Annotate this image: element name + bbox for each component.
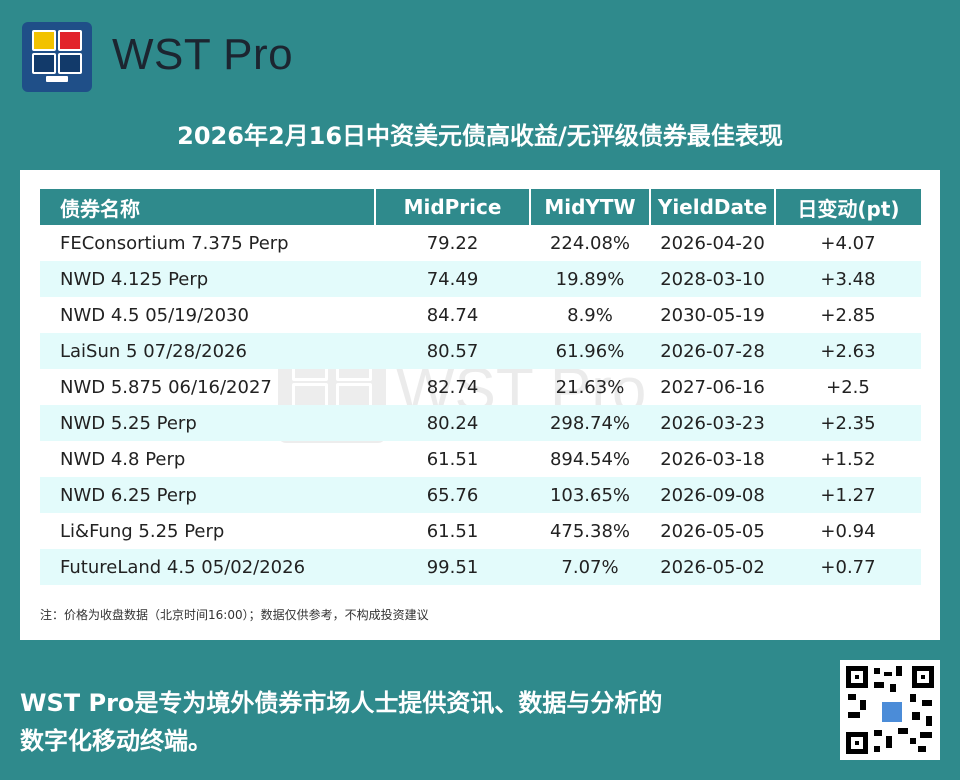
cell-mid-ytw: 224.08% xyxy=(549,232,631,254)
table-row: FEConsortium 7.375 Perp 79.22 224.08% 20… xyxy=(40,225,921,261)
cell-bond-name: Li&Fung 5.25 Perp xyxy=(60,520,225,542)
footer-description: WST Pro是专为境外债券市场人士提供资讯、数据与分析的 数字化移动终端。 xyxy=(20,684,800,760)
cell-mid-ytw: 475.38% xyxy=(549,520,631,542)
cell-bond-name: NWD 4.5 05/19/2030 xyxy=(60,304,249,326)
table-row: NWD 5.875 06/16/2027 82.74 21.63% 2027-0… xyxy=(40,369,921,405)
cell-mid-ytw: 103.65% xyxy=(530,477,650,513)
header-bond-name: 债券名称 xyxy=(40,189,376,225)
cell-bond-name: NWD 4.125 Perp xyxy=(40,261,375,297)
cell-daily-change: +2.63 xyxy=(775,333,921,369)
cell-mid-price: 80.24 xyxy=(375,405,530,441)
cell-daily-change: +0.94 xyxy=(820,520,876,542)
header-daily-change: 日变动(pt) xyxy=(775,189,921,225)
footer-line-2: 数字化移动终端。 xyxy=(20,727,212,755)
qr-code-icon[interactable] xyxy=(840,660,940,760)
cell-mid-price: 84.74 xyxy=(426,304,479,326)
cell-bond-name: FEConsortium 7.375 Perp xyxy=(60,232,289,254)
table-header-row: 债券名称 MidPrice MidYTW YieldDate 日变动(pt) xyxy=(40,189,921,225)
disclaimer-note: 注：价格为收盘数据（北京时间16:00）；数据仅供参考，不构成投资建议 xyxy=(40,608,429,622)
cell-bond-name: NWD 5.875 06/16/2027 xyxy=(60,376,272,398)
cell-mid-ytw: 7.07% xyxy=(530,549,650,585)
page-title: 2026年2月16日中资美元债高收益/无评级债券最佳表现 xyxy=(177,122,783,150)
table-row: Li&Fung 5.25 Perp 61.51 475.38% 2026-05-… xyxy=(40,513,921,549)
cell-daily-change: +1.27 xyxy=(775,477,921,513)
table-row: FutureLand 4.5 05/02/2026 99.51 7.07% 20… xyxy=(40,549,921,585)
table-row: NWD 5.25 Perp 80.24 298.74% 2026-03-23 +… xyxy=(40,405,921,441)
header-yield-date: YieldDate xyxy=(650,189,776,225)
cell-yield-date: 2026-09-08 xyxy=(650,477,775,513)
cell-mid-price: 79.22 xyxy=(426,232,479,254)
cell-daily-change: +2.35 xyxy=(775,405,921,441)
cell-mid-price: 82.74 xyxy=(426,376,479,398)
cell-mid-ytw: 894.54% xyxy=(549,448,631,470)
cell-mid-ytw: 8.9% xyxy=(567,304,613,326)
data-panel: WST Pro 债券名称 MidPrice MidYTW YieldDate 日… xyxy=(20,170,940,640)
cell-mid-price: 65.76 xyxy=(375,477,530,513)
cell-bond-name: LaiSun 5 07/28/2026 xyxy=(40,333,375,369)
cell-daily-change: +2.5 xyxy=(826,376,870,398)
bond-table: 债券名称 MidPrice MidYTW YieldDate 日变动(pt) F… xyxy=(40,189,921,585)
cell-mid-price: 80.57 xyxy=(375,333,530,369)
cell-bond-name: NWD 5.25 Perp xyxy=(40,405,375,441)
cell-yield-date: 2026-04-20 xyxy=(660,232,765,254)
cell-mid-ytw: 21.63% xyxy=(555,376,625,398)
header-mid-ytw: MidYTW xyxy=(530,189,651,225)
cell-yield-date: 2026-07-28 xyxy=(650,333,775,369)
cell-bond-name: FutureLand 4.5 05/02/2026 xyxy=(40,549,375,585)
cell-yield-date: 2026-05-05 xyxy=(660,520,765,542)
cell-mid-ytw: 61.96% xyxy=(530,333,650,369)
table-row: NWD 4.8 Perp 61.51 894.54% 2026-03-18 +1… xyxy=(40,441,921,477)
brand-logo-icon xyxy=(22,22,92,92)
cell-mid-ytw: 298.74% xyxy=(530,405,650,441)
cell-yield-date: 2026-03-23 xyxy=(650,405,775,441)
footer-line-1: WST Pro是专为境外债券市场人士提供资讯、数据与分析的 xyxy=(20,689,663,717)
cell-mid-price: 74.49 xyxy=(375,261,530,297)
cell-bond-name: NWD 6.25 Perp xyxy=(40,477,375,513)
cell-daily-change: +0.77 xyxy=(775,549,921,585)
header-mid-price: MidPrice xyxy=(375,189,531,225)
cell-yield-date: 2027-06-16 xyxy=(660,376,765,398)
cell-daily-change: +1.52 xyxy=(820,448,876,470)
cell-mid-ytw: 19.89% xyxy=(530,261,650,297)
table-row: NWD 4.5 05/19/2030 84.74 8.9% 2030-05-19… xyxy=(40,297,921,333)
cell-bond-name: NWD 4.8 Perp xyxy=(60,448,186,470)
cell-mid-price: 61.51 xyxy=(426,448,479,470)
table-row: NWD 4.125 Perp 74.49 19.89% 2028-03-10 +… xyxy=(40,261,921,297)
cell-mid-price: 61.51 xyxy=(426,520,479,542)
cell-yield-date: 2026-03-18 xyxy=(660,448,765,470)
table-row: NWD 6.25 Perp 65.76 103.65% 2026-09-08 +… xyxy=(40,477,921,513)
table-row: LaiSun 5 07/28/2026 80.57 61.96% 2026-07… xyxy=(40,333,921,369)
cell-yield-date: 2028-03-10 xyxy=(650,261,775,297)
cell-daily-change: +4.07 xyxy=(820,232,876,254)
cell-daily-change: +2.85 xyxy=(820,304,876,326)
cell-mid-price: 99.51 xyxy=(375,549,530,585)
cell-yield-date: 2030-05-19 xyxy=(660,304,765,326)
cell-daily-change: +3.48 xyxy=(775,261,921,297)
cell-yield-date: 2026-05-02 xyxy=(650,549,775,585)
brand-name: WST Pro xyxy=(112,30,294,79)
